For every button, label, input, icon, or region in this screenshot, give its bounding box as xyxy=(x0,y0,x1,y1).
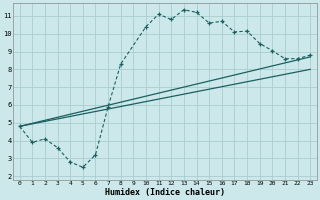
X-axis label: Humidex (Indice chaleur): Humidex (Indice chaleur) xyxy=(105,188,225,197)
